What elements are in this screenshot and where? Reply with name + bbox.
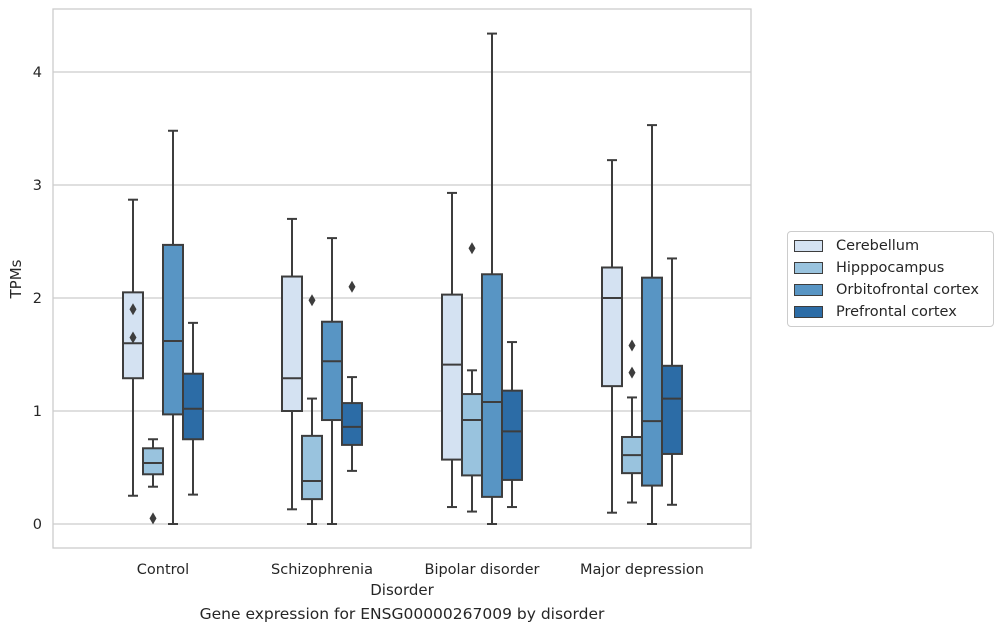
legend-item-prefrontal-cortex: Prefrontal cortex — [794, 302, 957, 322]
box-body — [441, 293, 463, 461]
box-body — [481, 273, 503, 498]
box-body — [301, 434, 323, 501]
y-tick-label: 4 — [33, 65, 42, 81]
outlier-point — [348, 280, 356, 293]
box — [461, 242, 483, 513]
y-tick-label: 2 — [33, 291, 42, 307]
legend-swatch-prefrontal-cortex — [794, 306, 823, 318]
box — [162, 129, 184, 525]
outlier-point — [468, 242, 476, 255]
legend-label: Cerebellum — [836, 238, 920, 254]
box-body — [281, 275, 303, 412]
box-body — [661, 364, 683, 455]
box-body — [182, 372, 204, 441]
box — [501, 341, 523, 509]
y-axis-label: TPMs — [7, 259, 25, 299]
box — [182, 321, 204, 496]
box — [301, 397, 323, 525]
y-tick-label: 1 — [33, 404, 42, 420]
legend-item-orbitofrontal-cortex: Orbitofrontal cortex — [794, 280, 979, 300]
outlier-point — [628, 339, 636, 352]
x-tick-label: Schizophrenia — [271, 562, 373, 578]
box — [281, 217, 303, 511]
y-tick-label: 0 — [33, 517, 42, 533]
legend-swatch-hippocampus — [794, 262, 823, 274]
outlier-point — [129, 331, 137, 344]
box — [621, 396, 643, 504]
box — [661, 257, 683, 506]
box-body — [162, 243, 184, 416]
x-tick-labels: Control Schizophrenia Bipolar disorder Majo… — [137, 562, 704, 578]
box — [441, 191, 463, 509]
box-body — [461, 393, 483, 477]
boxes — [122, 32, 683, 525]
box-body — [142, 447, 164, 476]
y-tick-labels: 0 1 2 3 4 — [33, 65, 42, 533]
legend-label: Orbitofrontal cortex — [836, 282, 979, 298]
box — [321, 237, 343, 525]
legend-label: Hipppocampus — [836, 260, 945, 276]
legend-swatch-orbitofrontal-cortex — [794, 284, 823, 296]
outlier-point — [628, 366, 636, 379]
box-body — [641, 276, 663, 487]
x-tick-label: Bipolar disorder — [425, 562, 540, 578]
box — [142, 438, 164, 525]
outlier-point — [149, 512, 157, 525]
x-axis-label: Disorder — [370, 581, 434, 599]
legend-item-hippocampus: Hipppocampus — [794, 258, 944, 278]
box — [481, 32, 503, 525]
legend-label: Prefrontal cortex — [836, 304, 957, 320]
x-tick-label: Control — [137, 562, 189, 578]
legend-item-cerebellum: Cerebellum — [794, 236, 919, 256]
box-body — [321, 320, 343, 422]
legend-swatch-cerebellum — [794, 240, 823, 252]
box-body — [341, 402, 363, 446]
y-tick-label: 3 — [33, 178, 42, 194]
legend: Cerebellum Hipppocampus Orbitofrontal co… — [787, 231, 994, 327]
x-tick-label: Major depression — [580, 562, 704, 578]
outlier-point — [308, 294, 316, 307]
box — [601, 159, 623, 514]
plot-area-frame — [52, 8, 752, 549]
box-body — [601, 266, 623, 388]
outlier-point — [129, 303, 137, 316]
box — [341, 376, 363, 472]
box — [122, 198, 144, 497]
chart-caption: Gene expression for ENSG00000267009 by d… — [199, 605, 605, 623]
box-body — [501, 389, 523, 481]
